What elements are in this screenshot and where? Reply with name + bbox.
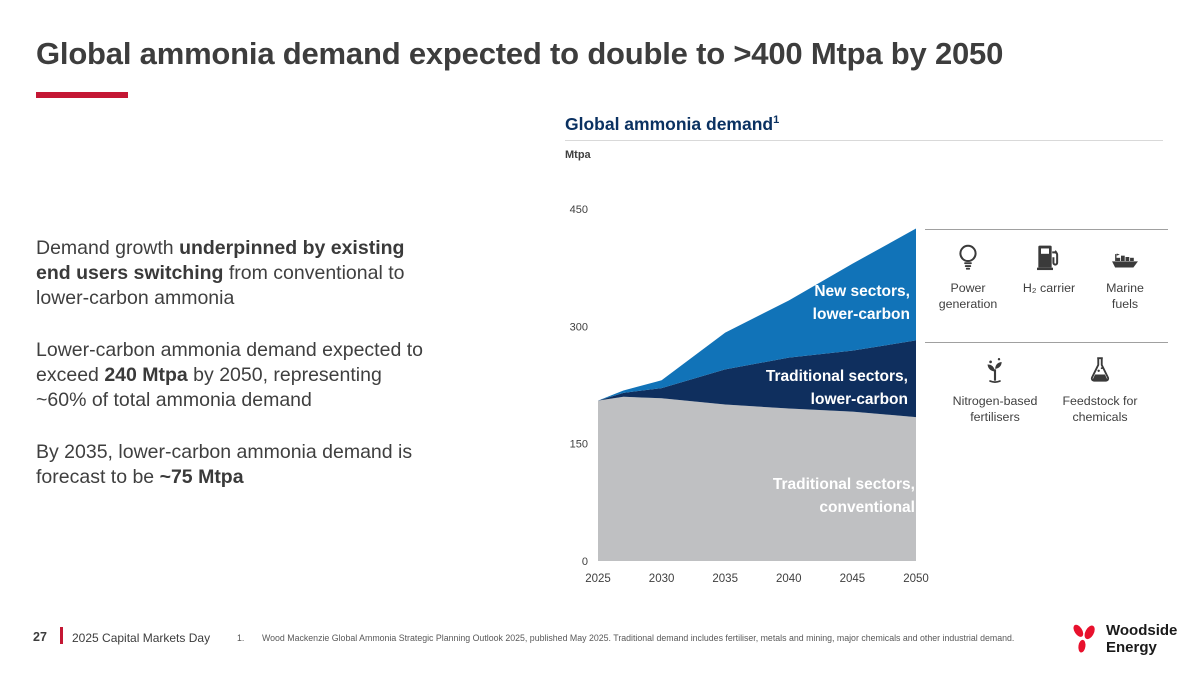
area-traditional-sectors-conventional xyxy=(598,396,916,561)
key-message-3: By 2035, lower-carbon ammonia demand is … xyxy=(36,440,496,490)
legend-item-label: Feedstock for chemicals xyxy=(1062,394,1138,424)
legend-item: Nitrogen-based fertilisers xyxy=(925,343,1065,425)
text-segment: from conventional to lower-carbon ammoni… xyxy=(36,262,405,309)
fuel-pump-icon xyxy=(1033,241,1065,273)
title-accent-bar xyxy=(36,92,128,98)
text-segment: by 2050, representing ~60% of total ammo… xyxy=(36,364,382,411)
lightbulb-icon xyxy=(952,241,984,273)
flask-icon xyxy=(1084,354,1116,386)
legend-item-label: Power generation xyxy=(938,281,998,311)
text-segment: 240 Mtpa xyxy=(104,364,188,386)
logo-text: Woodside Energy xyxy=(1106,622,1177,657)
chart-title-rule xyxy=(565,140,1163,141)
legend-item: Feedstock for chemicals xyxy=(1030,343,1170,425)
legend-item: Power generation xyxy=(923,230,1013,312)
legend-item: Marine fuels xyxy=(1080,230,1170,312)
y-tick-label: 450 xyxy=(570,204,588,216)
x-tick-label: 2025 xyxy=(585,573,611,585)
x-tick-label: 2050 xyxy=(903,573,929,585)
x-tick-label: 2040 xyxy=(776,573,802,585)
legend-item-label: H₂ carrier xyxy=(1022,281,1076,295)
x-tick-label: 2030 xyxy=(649,573,675,585)
y-tick-label: 0 xyxy=(582,556,588,568)
plant-icon xyxy=(979,354,1011,386)
legend-group-2: Nitrogen-based fertilisers Feedstock for … xyxy=(925,342,1168,442)
area-label-new-sectors-lower-carbon: New sectors, lower-carbon xyxy=(812,283,910,323)
woodside-logo: Woodside Energy xyxy=(1066,619,1177,659)
area-traditional-sectors-lower-carbon xyxy=(598,340,916,418)
text-segment: By 2035, lower-carbon ammonia demand is … xyxy=(36,441,413,488)
logo-text-line1: Woodside xyxy=(1106,621,1178,639)
key-message-1: Demand growth underpinned by existing en… xyxy=(36,236,496,311)
chart-footnote-marker: 1 xyxy=(773,114,780,127)
text-segment: Lower-carbon ammonia demand expected to … xyxy=(36,339,423,386)
y-tick-label: 150 xyxy=(570,439,588,451)
event-name: 2025 Capital Markets Day xyxy=(72,631,211,645)
text-segment: ~75 Mtpa xyxy=(159,466,244,488)
area-new-sectors-lower-carbon xyxy=(598,228,916,401)
text-segment: underpinned by existing end users switch… xyxy=(36,237,405,284)
chart-svg: 0 150 300 450 2025 2030 2035 2040 2045 2050 xyxy=(570,204,929,585)
key-messages: Demand growth underpinned by existing en… xyxy=(36,236,496,517)
key-message-2: Lower-carbon ammonia demand expected to … xyxy=(36,338,496,413)
area-label-traditional-sectors-conventional: Traditional sectors, conventional xyxy=(772,476,915,516)
footnote-number: 1. xyxy=(237,633,245,643)
chart-unit-label: Mtpa xyxy=(565,149,591,161)
woodside-logo-mark-icon xyxy=(1073,624,1095,653)
legend-group-1: Power generation H₂ carrier Marine fuels xyxy=(925,229,1168,342)
ship-icon xyxy=(1109,241,1141,273)
legend-item-label: Marine fuels xyxy=(1106,281,1144,311)
y-tick-label: 300 xyxy=(570,321,588,333)
text-segment: Demand growth xyxy=(36,237,180,259)
end-use-legend: Power generation H₂ carrier Marine fuels Ni… xyxy=(925,229,1168,442)
x-tick-label: 2035 xyxy=(712,573,738,585)
legend-item-label: Nitrogen-based fertilisers xyxy=(952,394,1038,424)
chart-title: Global ammonia demand1 xyxy=(565,114,779,135)
legend-item: H₂ carrier xyxy=(1004,230,1094,297)
page-number: 27 xyxy=(33,630,47,644)
logo-text-line2: Energy xyxy=(1106,639,1157,656)
demand-area-chart: 0 150 300 450 2025 2030 2035 2040 2045 2050 xyxy=(565,145,1165,605)
area-label-traditional-sectors-lower-carbon: Traditional sectors, lower-carbon xyxy=(765,368,908,408)
chart-title-text: Global ammonia demand xyxy=(565,114,774,134)
footer-divider xyxy=(60,627,63,644)
x-tick-label: 2045 xyxy=(840,573,866,585)
footnote-text: Wood Mackenzie Global Ammonia Strategic … xyxy=(262,633,1015,643)
slide-title: Global ammonia demand expected to double… xyxy=(36,36,1004,71)
